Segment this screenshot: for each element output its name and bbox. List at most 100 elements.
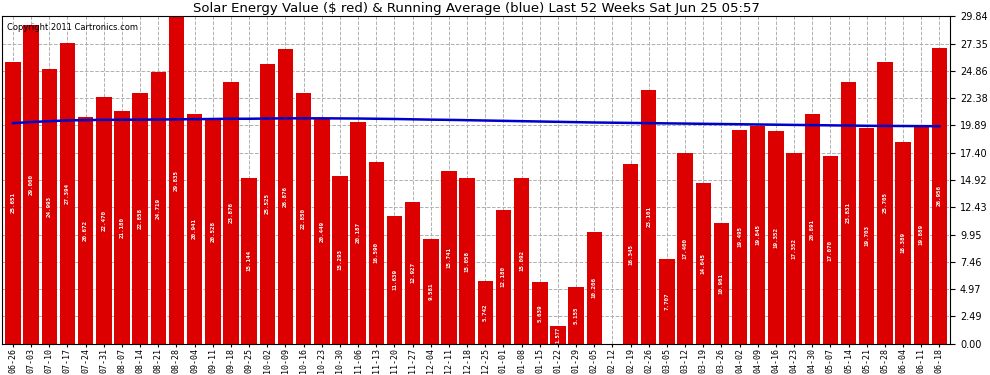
Bar (150, 72, 166, 344)
Bar (405, 202, 421, 344)
Bar (205, 118, 221, 344)
Text: 26.876: 26.876 (283, 186, 288, 207)
Bar (114, 111, 130, 344)
Text: 5.155: 5.155 (573, 307, 578, 324)
Text: 10.961: 10.961 (719, 273, 724, 294)
Bar (242, 177, 256, 344)
Bar (895, 142, 911, 344)
Text: 19.703: 19.703 (864, 225, 869, 246)
Bar (442, 171, 456, 344)
Text: 9.581: 9.581 (429, 282, 434, 300)
Bar (368, 162, 384, 344)
Text: 15.741: 15.741 (446, 247, 451, 268)
Text: 11.639: 11.639 (392, 269, 397, 290)
Bar (823, 156, 839, 344)
Text: 16.345: 16.345 (628, 243, 634, 264)
Text: 18.389: 18.389 (901, 232, 906, 254)
Text: 1.577: 1.577 (555, 327, 560, 343)
Bar (550, 327, 565, 344)
Text: 20.941: 20.941 (192, 218, 197, 239)
Bar (750, 126, 765, 344)
Text: 20.672: 20.672 (83, 220, 88, 241)
Bar (514, 178, 530, 344)
Text: 15.092: 15.092 (519, 251, 524, 272)
Bar (786, 153, 802, 344)
Text: 12.180: 12.180 (501, 266, 506, 287)
Bar (914, 126, 929, 344)
Bar (477, 281, 493, 344)
Bar (714, 224, 730, 344)
Bar (59, 43, 75, 344)
Text: 20.528: 20.528 (210, 220, 215, 242)
Text: 26.956: 26.956 (937, 185, 941, 206)
Bar (96, 97, 112, 344)
Text: 25.705: 25.705 (882, 192, 887, 213)
Text: 19.495: 19.495 (738, 226, 742, 247)
Text: 19.352: 19.352 (773, 227, 778, 248)
Bar (133, 93, 148, 344)
Text: 15.058: 15.058 (464, 251, 469, 272)
Bar (496, 210, 511, 344)
Bar (459, 178, 475, 344)
Text: 22.850: 22.850 (301, 208, 306, 229)
Bar (841, 82, 856, 344)
Text: 10.206: 10.206 (592, 277, 597, 298)
Text: 17.070: 17.070 (828, 240, 833, 261)
Bar (932, 48, 947, 344)
Text: 20.449: 20.449 (320, 221, 325, 242)
Bar (42, 69, 57, 344)
Text: 17.352: 17.352 (792, 238, 797, 259)
Bar (78, 117, 93, 344)
Bar (732, 130, 747, 344)
Text: 15.293: 15.293 (338, 249, 343, 270)
Bar (168, 16, 184, 344)
Bar (259, 64, 275, 344)
Text: 20.891: 20.891 (810, 219, 815, 240)
Bar (423, 238, 439, 344)
Text: 21.180: 21.180 (120, 217, 125, 238)
Bar (350, 122, 366, 344)
Text: 23.831: 23.831 (846, 202, 851, 223)
Text: 24.719: 24.719 (155, 198, 160, 219)
Bar (642, 90, 656, 344)
Bar (677, 153, 693, 344)
Text: 5.742: 5.742 (483, 303, 488, 321)
Bar (224, 82, 239, 344)
Text: 24.993: 24.993 (47, 196, 51, 217)
Text: 19.889: 19.889 (919, 224, 924, 245)
Text: 12.927: 12.927 (410, 262, 415, 283)
Bar (24, 26, 39, 344)
Text: 17.400: 17.400 (682, 238, 688, 259)
Text: 27.394: 27.394 (65, 183, 70, 204)
Bar (805, 114, 820, 344)
Bar (768, 131, 784, 344)
Text: 14.645: 14.645 (701, 253, 706, 274)
Text: 20.187: 20.187 (355, 222, 360, 243)
Text: 22.470: 22.470 (101, 210, 106, 231)
Text: 25.651: 25.651 (11, 192, 16, 213)
Text: 22.858: 22.858 (138, 208, 143, 229)
Text: 15.144: 15.144 (247, 250, 251, 271)
Text: 19.845: 19.845 (755, 224, 760, 245)
Text: 29.835: 29.835 (174, 170, 179, 190)
Text: 23.876: 23.876 (229, 202, 234, 223)
Text: 7.707: 7.707 (664, 293, 669, 310)
Bar (278, 49, 293, 344)
Bar (586, 232, 602, 344)
Bar (314, 119, 330, 344)
Bar (568, 287, 584, 344)
Bar (659, 259, 674, 344)
Title: Solar Energy Value ($ red) & Running Average (blue) Last 52 Weeks Sat Jun 25 05:: Solar Energy Value ($ red) & Running Ave… (193, 2, 759, 15)
Bar (877, 62, 893, 344)
Text: 23.101: 23.101 (646, 207, 651, 228)
Bar (387, 216, 402, 344)
Text: Copyright 2011 Cartronics.com: Copyright 2011 Cartronics.com (7, 23, 138, 32)
Text: 25.525: 25.525 (264, 193, 270, 214)
Bar (5, 62, 21, 344)
Text: 5.639: 5.639 (538, 304, 543, 321)
Bar (296, 93, 311, 344)
Bar (859, 128, 874, 344)
Bar (696, 183, 711, 344)
Bar (532, 282, 547, 344)
Bar (333, 176, 347, 344)
